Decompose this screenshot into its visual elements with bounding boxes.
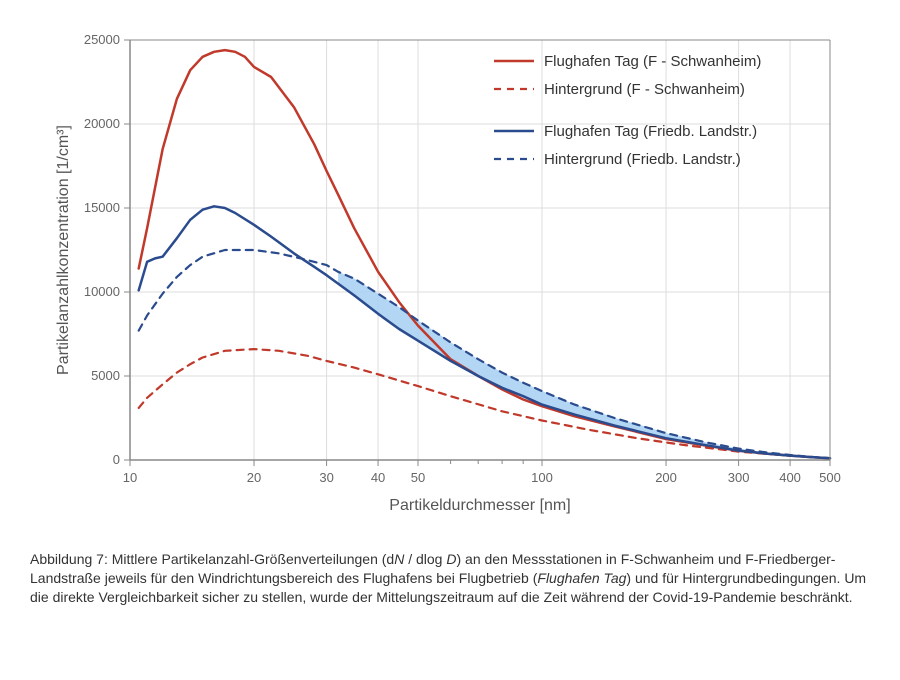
x-tick-label: 40 bbox=[371, 470, 385, 485]
x-tick-label: 500 bbox=[819, 470, 841, 485]
x-axis-title: Partikeldurchmesser [nm] bbox=[389, 497, 570, 514]
y-axis-title: Partikelanzahlkonzentration [1/cm³] bbox=[55, 125, 72, 375]
y-tick-label: 15000 bbox=[84, 200, 120, 215]
x-tick-label: 300 bbox=[728, 470, 750, 485]
caption-italic-N: N bbox=[394, 551, 404, 567]
y-tick-label: 10000 bbox=[84, 284, 120, 299]
x-tick-label: 20 bbox=[247, 470, 261, 485]
figure-caption: Abbildung 7: Mittlere Partikelanzahl-Grö… bbox=[30, 550, 870, 607]
x-tick-label: 50 bbox=[411, 470, 425, 485]
y-tick-label: 0 bbox=[113, 452, 120, 467]
x-tick-label: 30 bbox=[319, 470, 333, 485]
x-tick-label: 400 bbox=[779, 470, 801, 485]
page: 0 5000 10000 15000 20000 25000 10 20 30 40 50 100 20… bbox=[0, 0, 900, 680]
y-tick-label: 25000 bbox=[84, 32, 120, 47]
y-tick-label: 20000 bbox=[84, 116, 120, 131]
caption-italic-D: D bbox=[446, 551, 456, 567]
legend-label: Flughafen Tag (F - Schwanheim) bbox=[544, 53, 761, 70]
legend-label: Flughafen Tag (Friedb. Landstr.) bbox=[544, 123, 757, 140]
x-tick-label: 200 bbox=[655, 470, 677, 485]
y-tick-label: 5000 bbox=[91, 368, 120, 383]
caption-text: Abbildung 7: Mittlere Partikelanzahl-Grö… bbox=[30, 551, 394, 567]
legend-label: Hintergrund (F - Schwanheim) bbox=[544, 81, 745, 98]
chart-container: 0 5000 10000 15000 20000 25000 10 20 30 40 50 100 20… bbox=[30, 10, 870, 530]
caption-text: / dlog bbox=[404, 551, 446, 567]
legend-label: Hintergrund (Friedb. Landstr.) bbox=[544, 151, 741, 168]
x-tick-label: 10 bbox=[123, 470, 137, 485]
particle-distribution-chart: 0 5000 10000 15000 20000 25000 10 20 30 40 50 100 20… bbox=[30, 10, 870, 530]
caption-italic-flughafen-tag: Flughafen Tag bbox=[537, 570, 626, 586]
x-tick-label: 100 bbox=[531, 470, 553, 485]
